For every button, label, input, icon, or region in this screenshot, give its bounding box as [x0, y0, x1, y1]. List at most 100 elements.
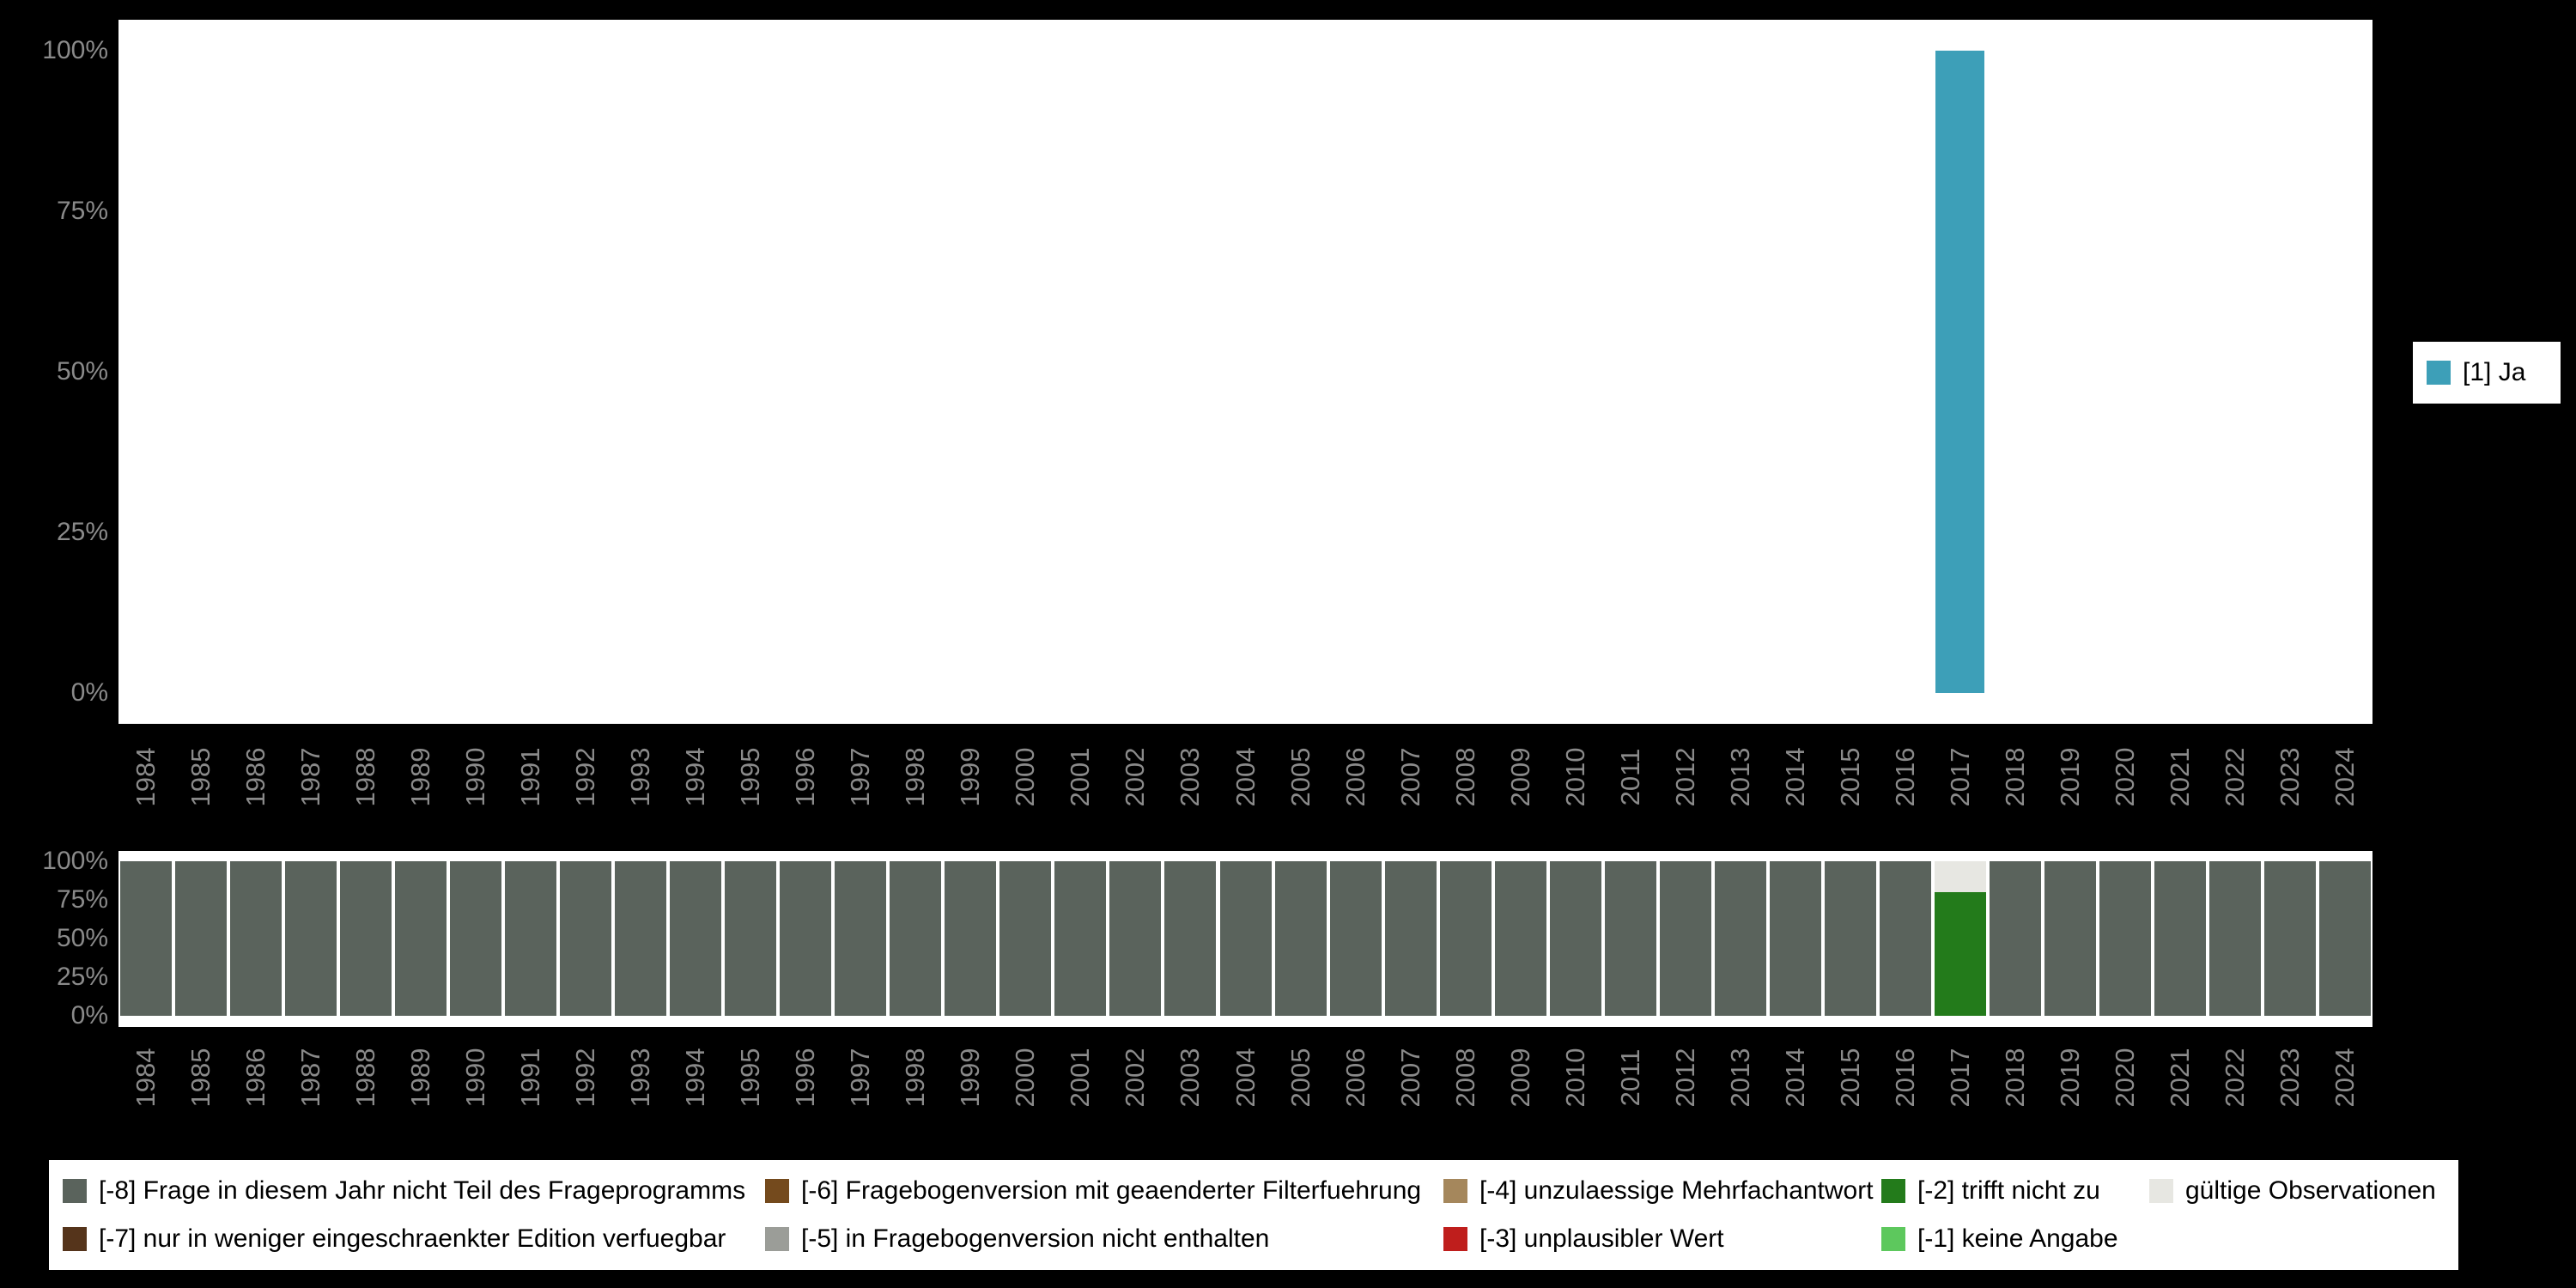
x-tick-label-2024: 2024: [2329, 1048, 2360, 1108]
y-tick-label-50: 50%: [56, 357, 108, 386]
x-tick-label-1987: 1987: [295, 1048, 326, 1108]
bar-2021: [2154, 861, 2206, 1016]
x-tick-label-1995: 1995: [735, 1048, 766, 1108]
bar-2018: [1989, 861, 2041, 1016]
legend-swatch: [63, 1179, 87, 1203]
bar-1995: [725, 861, 777, 1016]
bar-2014: [1769, 861, 1821, 1016]
legend-item: [-1] keine Angabe: [1881, 1224, 2149, 1254]
x-tick-label-1989: 1989: [405, 1048, 436, 1108]
bar-1998: [890, 861, 942, 1016]
bar-1997: [835, 861, 887, 1016]
x-tick-label-1987: 1987: [295, 747, 326, 807]
y-tick-label-100: 100%: [42, 847, 108, 875]
legend-label: [1] Ja: [2463, 358, 2526, 386]
x-tick-label-2013: 2013: [1724, 1048, 1755, 1108]
bar-2020: [2099, 861, 2151, 1016]
x-tick-label-2017: 2017: [1944, 747, 1975, 807]
x-tick-label-2005: 2005: [1285, 747, 1315, 807]
x-tick-label-2003: 2003: [1175, 1048, 1206, 1108]
x-tick-label-1996: 1996: [790, 747, 821, 807]
x-tick-label-1997: 1997: [845, 747, 876, 807]
x-tick-label-1990: 1990: [460, 747, 491, 807]
x-tick-label-1996: 1996: [790, 1048, 821, 1108]
x-tick-label-2011: 2011: [1614, 1048, 1645, 1107]
x-tick-label-1995: 1995: [735, 747, 766, 807]
x-tick-label-2013: 2013: [1724, 747, 1755, 807]
x-tick-label-2023: 2023: [2274, 1048, 2305, 1108]
x-tick-label-2016: 2016: [1889, 747, 1920, 807]
legend-swatch: [63, 1227, 87, 1251]
bar-1991: [505, 861, 557, 1016]
x-tick-label-2023: 2023: [2274, 747, 2305, 807]
bar-2019: [2044, 861, 2096, 1016]
bar-1992: [560, 861, 612, 1016]
x-tick-label-1988: 1988: [350, 747, 381, 807]
x-tick-label-2000: 2000: [1010, 747, 1041, 807]
x-tick-label-1985: 1985: [185, 1048, 216, 1108]
x-tick-label-2006: 2006: [1340, 747, 1370, 807]
x-tick-label-2014: 2014: [1779, 1048, 1810, 1108]
x-tick-label-1997: 1997: [845, 1048, 876, 1108]
bar-1985: [175, 861, 228, 1016]
x-tick-label-1999: 1999: [955, 747, 986, 807]
y-tick-label-50: 50%: [56, 924, 108, 952]
bar-1994: [670, 861, 722, 1016]
x-tick-label-1994: 1994: [680, 1048, 711, 1108]
legend-label: [-6] Fragebogenversion mit geaenderter F…: [801, 1176, 1422, 1205]
legend-item: [-8] Frage in diesem Jahr nicht Teil des…: [63, 1176, 765, 1206]
bar-2009: [1494, 861, 1546, 1016]
legend-label: gültige Observationen: [2185, 1176, 2436, 1205]
x-tick-label-2010: 2010: [1559, 747, 1590, 807]
legend-label: [-1] keine Angabe: [1917, 1224, 2118, 1253]
legend-swatch: [1881, 1227, 1905, 1251]
x-tick-label-2012: 2012: [1669, 1048, 1700, 1108]
legend-swatch: [765, 1227, 789, 1251]
legend-item: [-4] unzulaessige Mehrfachantwort: [1443, 1176, 1881, 1206]
x-tick-label-1985: 1985: [185, 747, 216, 807]
x-tick-label-2002: 2002: [1120, 747, 1151, 807]
x-tick-label-2006: 2006: [1340, 1048, 1370, 1108]
bar-2016: [1879, 861, 1931, 1016]
legend-swatch: [1443, 1227, 1467, 1251]
y-tick-label-0: 0%: [70, 678, 108, 707]
x-tick-label-2010: 2010: [1559, 1048, 1590, 1108]
x-tick-label-1994: 1994: [680, 747, 711, 807]
x-tick-label-1991: 1991: [515, 747, 546, 807]
x-tick-label-2022: 2022: [2219, 1048, 2250, 1108]
bar-2011: [1604, 861, 1656, 1016]
legend-label: [-3] unplausibler Wert: [1479, 1224, 1724, 1253]
x-tick-label-2000: 2000: [1010, 1048, 1041, 1108]
legend-item: [-5] in Fragebogenversion nicht enthalte…: [765, 1224, 1443, 1254]
x-tick-label-2020: 2020: [2109, 1048, 2140, 1108]
bar-2005: [1274, 861, 1327, 1016]
x-tick-label-2007: 2007: [1394, 1048, 1425, 1108]
bar-1993: [615, 861, 667, 1016]
bar-1996: [780, 861, 832, 1016]
x-tick-label-2008: 2008: [1449, 747, 1480, 807]
bar-1990: [450, 861, 502, 1016]
bar-2017: [1934, 861, 1986, 892]
x-tick-label-2001: 2001: [1065, 1048, 1096, 1108]
x-tick-label-2004: 2004: [1230, 747, 1261, 807]
bar-2004: [1219, 861, 1272, 1016]
x-tick-label-2021: 2021: [2164, 1048, 2195, 1108]
x-tick-label-2007: 2007: [1394, 747, 1425, 807]
x-tick-label-2022: 2022: [2219, 747, 2250, 807]
bar-1987: [285, 861, 337, 1016]
x-tick-label-1992: 1992: [570, 747, 601, 807]
bar-1984: [120, 861, 172, 1016]
legend-swatch: [2149, 1179, 2173, 1203]
bar-2013: [1714, 861, 1766, 1016]
x-tick-label-2017: 2017: [1944, 1048, 1975, 1108]
y-tick-label-75: 75%: [56, 197, 108, 225]
x-tick-label-2018: 2018: [1999, 1048, 2030, 1108]
x-tick-label-2019: 2019: [2054, 1048, 2085, 1108]
main-chart-plot: [118, 20, 2372, 724]
x-tick-label-2011: 2011: [1614, 748, 1645, 806]
x-tick-label-1993: 1993: [625, 1048, 656, 1108]
legend-label: [-2] trifft nicht zu: [1917, 1176, 2100, 1205]
bar-1986: [230, 861, 283, 1016]
x-tick-label-1991: 1991: [515, 1048, 546, 1108]
